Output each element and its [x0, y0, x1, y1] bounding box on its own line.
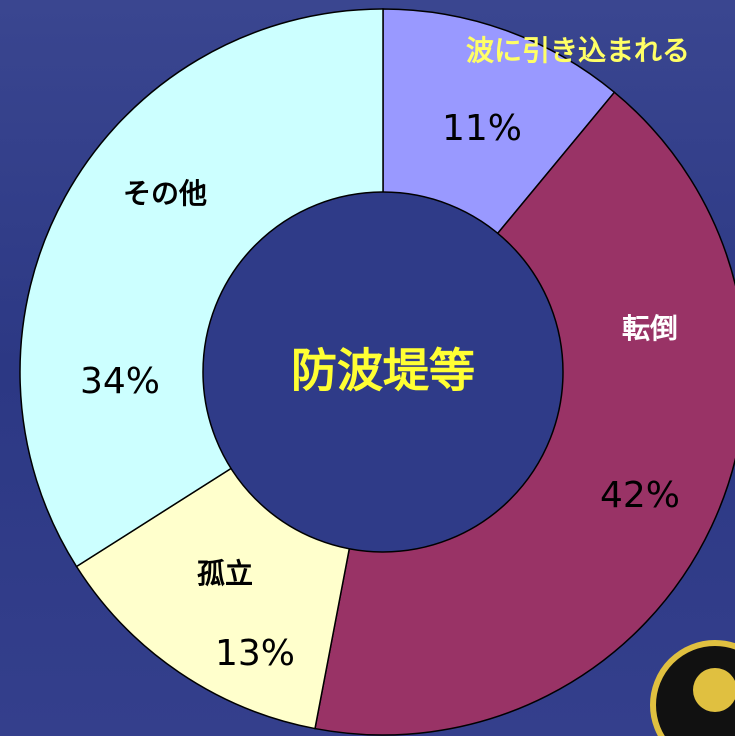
category-label: その他	[123, 177, 207, 210]
donut-hole	[202, 191, 564, 553]
value-label: 42%	[600, 475, 680, 516]
center-title: 防波堤等	[291, 344, 475, 398]
category-label: 波に引き込まれる	[466, 34, 690, 67]
value-label: 11%	[442, 108, 522, 149]
value-label: 13%	[215, 633, 295, 674]
category-label: 孤立	[197, 557, 253, 590]
emblem	[650, 640, 735, 740]
category-label: 転倒	[622, 312, 678, 345]
value-label: 34%	[80, 361, 160, 402]
